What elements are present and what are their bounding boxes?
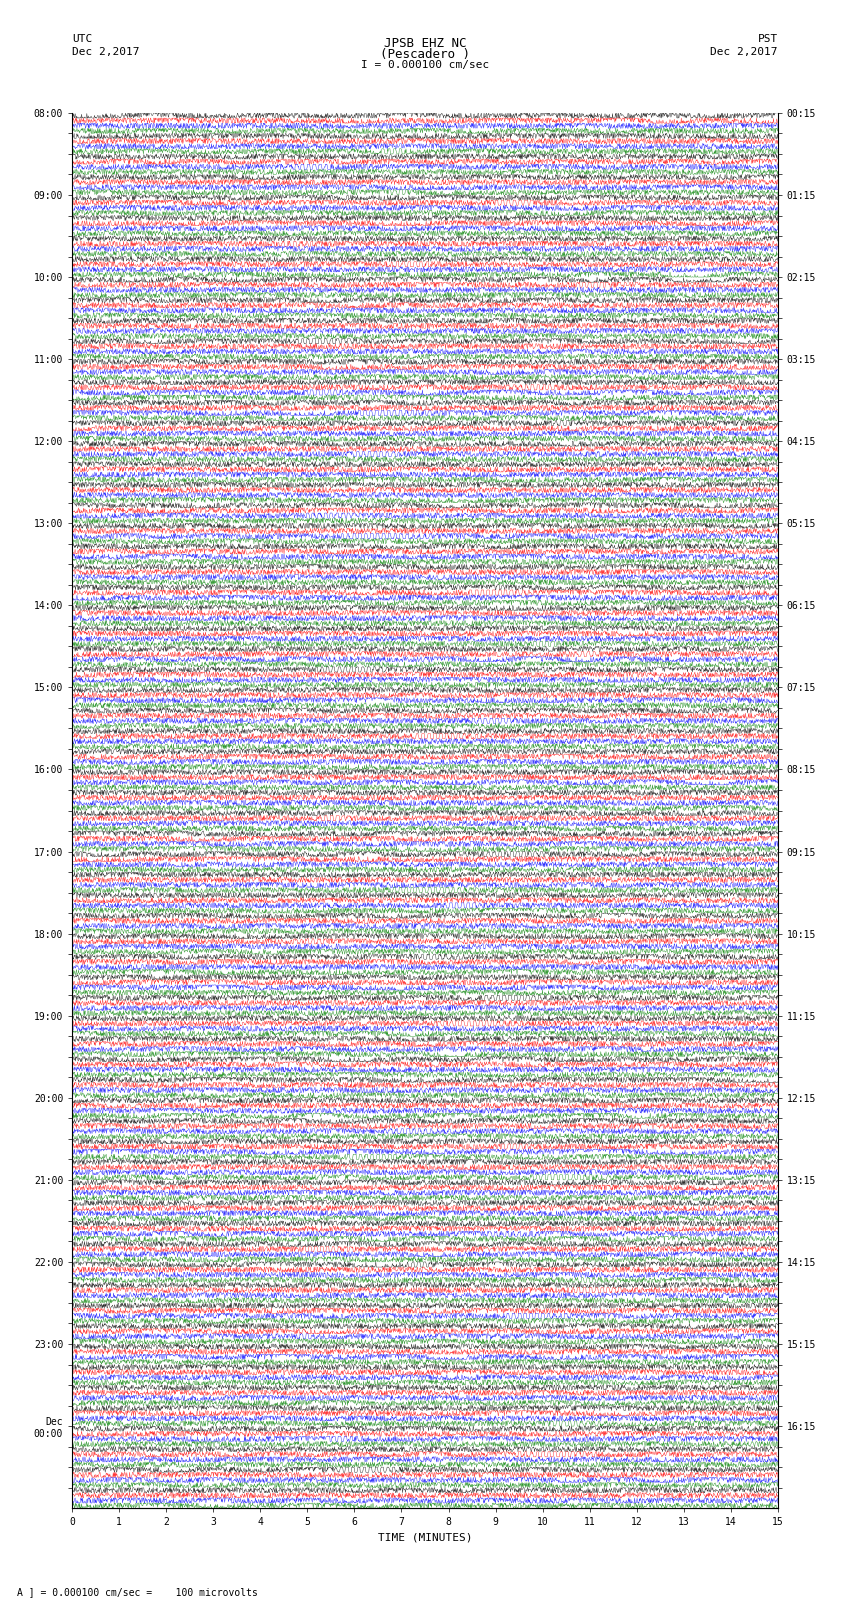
X-axis label: TIME (MINUTES): TIME (MINUTES): [377, 1532, 473, 1542]
Text: A ] = 0.000100 cm/sec =    100 microvolts: A ] = 0.000100 cm/sec = 100 microvolts: [17, 1587, 258, 1597]
Text: Dec 2,2017: Dec 2,2017: [711, 47, 778, 56]
Text: (Pescadero ): (Pescadero ): [380, 48, 470, 61]
Text: JPSB EHZ NC: JPSB EHZ NC: [383, 37, 467, 50]
Text: I = 0.000100 cm/sec: I = 0.000100 cm/sec: [361, 60, 489, 69]
Text: UTC: UTC: [72, 34, 93, 44]
Text: PST: PST: [757, 34, 778, 44]
Text: Dec 2,2017: Dec 2,2017: [72, 47, 139, 56]
